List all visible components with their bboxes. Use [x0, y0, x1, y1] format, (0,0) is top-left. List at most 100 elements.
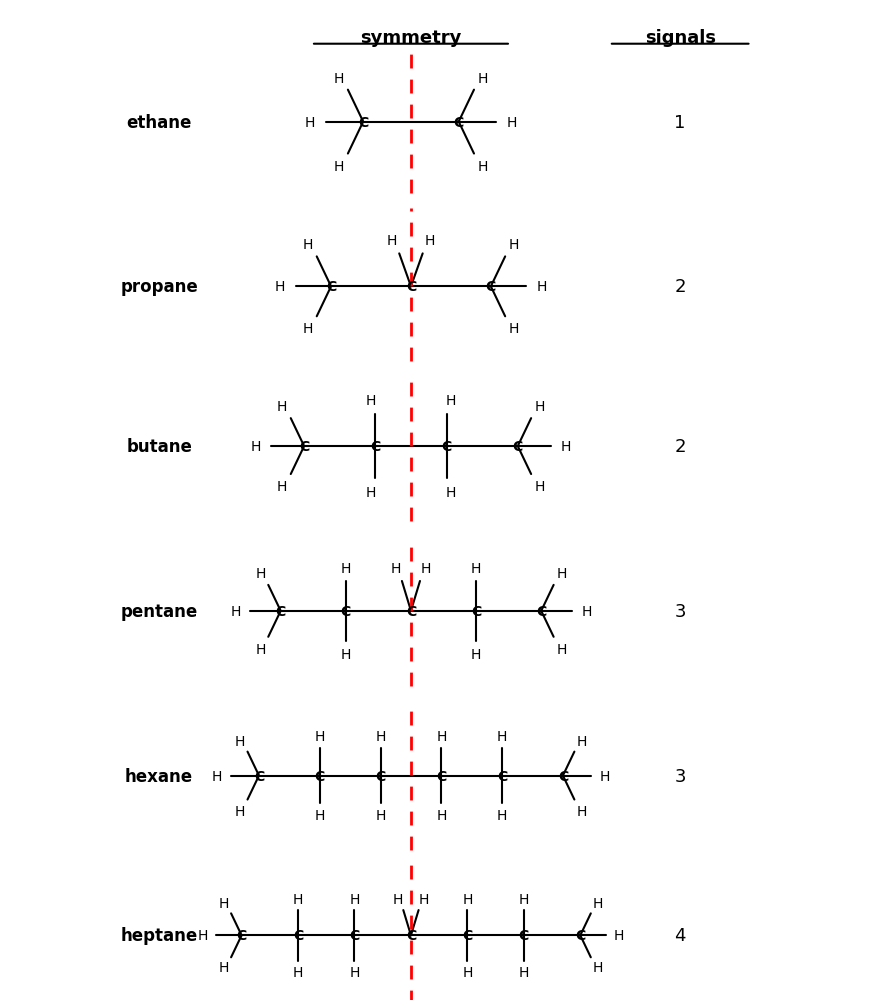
Text: C: C [519, 929, 529, 943]
Text: C: C [558, 769, 568, 782]
Text: C: C [486, 280, 496, 294]
Text: H: H [255, 642, 266, 656]
Text: H: H [614, 929, 624, 943]
Text: H: H [446, 485, 456, 499]
Text: H: H [212, 769, 222, 782]
Text: H: H [219, 960, 229, 974]
Text: C: C [275, 604, 286, 618]
Text: H: H [421, 562, 431, 576]
Text: H: H [518, 893, 529, 906]
Text: heptane: heptane [121, 927, 198, 945]
Text: C: C [315, 769, 325, 782]
Text: H: H [593, 960, 603, 974]
Text: C: C [454, 115, 464, 129]
Text: H: H [509, 322, 519, 336]
Text: H: H [518, 965, 529, 979]
Text: H: H [477, 159, 488, 174]
Text: H: H [507, 115, 517, 129]
Text: C: C [237, 929, 246, 943]
Text: C: C [575, 929, 586, 943]
Text: H: H [446, 393, 456, 407]
Text: C: C [376, 769, 385, 782]
Text: H: H [366, 485, 376, 499]
Text: H: H [477, 71, 488, 85]
Text: H: H [277, 400, 288, 413]
Text: signals: signals [645, 29, 716, 47]
Text: C: C [326, 280, 336, 294]
Text: C: C [406, 604, 416, 618]
Text: C: C [513, 439, 523, 453]
Text: H: H [305, 115, 316, 129]
Text: H: H [462, 965, 473, 979]
Text: H: H [387, 234, 398, 248]
Text: H: H [219, 897, 229, 911]
Text: H: H [234, 803, 245, 817]
Text: H: H [497, 729, 507, 743]
Text: H: H [556, 642, 566, 656]
Text: H: H [419, 893, 429, 906]
Text: H: H [391, 562, 401, 576]
Text: H: H [366, 393, 376, 407]
Text: H: H [341, 562, 351, 576]
Text: H: H [471, 562, 482, 576]
Text: H: H [198, 929, 208, 943]
Text: H: H [497, 808, 507, 822]
Text: H: H [315, 729, 325, 743]
Text: H: H [375, 808, 385, 822]
Text: H: H [535, 479, 545, 493]
Text: H: H [230, 604, 240, 618]
Text: H: H [303, 322, 313, 336]
Text: H: H [577, 734, 587, 748]
Text: hexane: hexane [125, 767, 193, 784]
Text: H: H [375, 729, 385, 743]
Text: H: H [315, 808, 325, 822]
Text: C: C [406, 280, 416, 294]
Text: propane: propane [121, 278, 198, 296]
Text: C: C [436, 769, 447, 782]
Text: ethane: ethane [127, 113, 191, 131]
Text: symmetry: symmetry [360, 29, 461, 47]
Text: 1: 1 [675, 113, 686, 131]
Text: H: H [577, 803, 587, 817]
Text: C: C [341, 604, 351, 618]
Text: H: H [334, 159, 344, 174]
Text: butane: butane [126, 437, 192, 455]
Text: H: H [462, 893, 473, 906]
Text: C: C [299, 439, 309, 453]
Text: C: C [441, 439, 452, 453]
Text: C: C [497, 769, 507, 782]
Text: C: C [253, 769, 264, 782]
Text: H: H [341, 647, 351, 661]
Text: 3: 3 [675, 767, 686, 784]
Text: H: H [509, 238, 519, 252]
Text: H: H [436, 808, 447, 822]
Text: C: C [471, 604, 482, 618]
Text: 3: 3 [675, 602, 686, 620]
Text: H: H [251, 439, 260, 453]
Text: H: H [393, 893, 403, 906]
Text: 4: 4 [675, 927, 686, 945]
Text: H: H [334, 71, 344, 85]
Text: 2: 2 [675, 278, 686, 296]
Text: C: C [406, 929, 416, 943]
Text: C: C [358, 115, 368, 129]
Text: pentane: pentane [121, 602, 198, 620]
Text: H: H [471, 647, 482, 661]
Text: C: C [293, 929, 303, 943]
Text: H: H [234, 734, 245, 748]
Text: H: H [293, 965, 303, 979]
Text: H: H [425, 234, 434, 248]
Text: C: C [350, 929, 359, 943]
Text: H: H [303, 238, 313, 252]
Text: H: H [535, 400, 545, 413]
Text: C: C [371, 439, 380, 453]
Text: H: H [593, 897, 603, 911]
Text: H: H [436, 729, 447, 743]
Text: H: H [350, 965, 360, 979]
Text: H: H [255, 567, 266, 581]
Text: C: C [462, 929, 473, 943]
Text: H: H [537, 280, 547, 294]
Text: H: H [581, 604, 592, 618]
Text: C: C [536, 604, 546, 618]
Text: H: H [350, 893, 360, 906]
